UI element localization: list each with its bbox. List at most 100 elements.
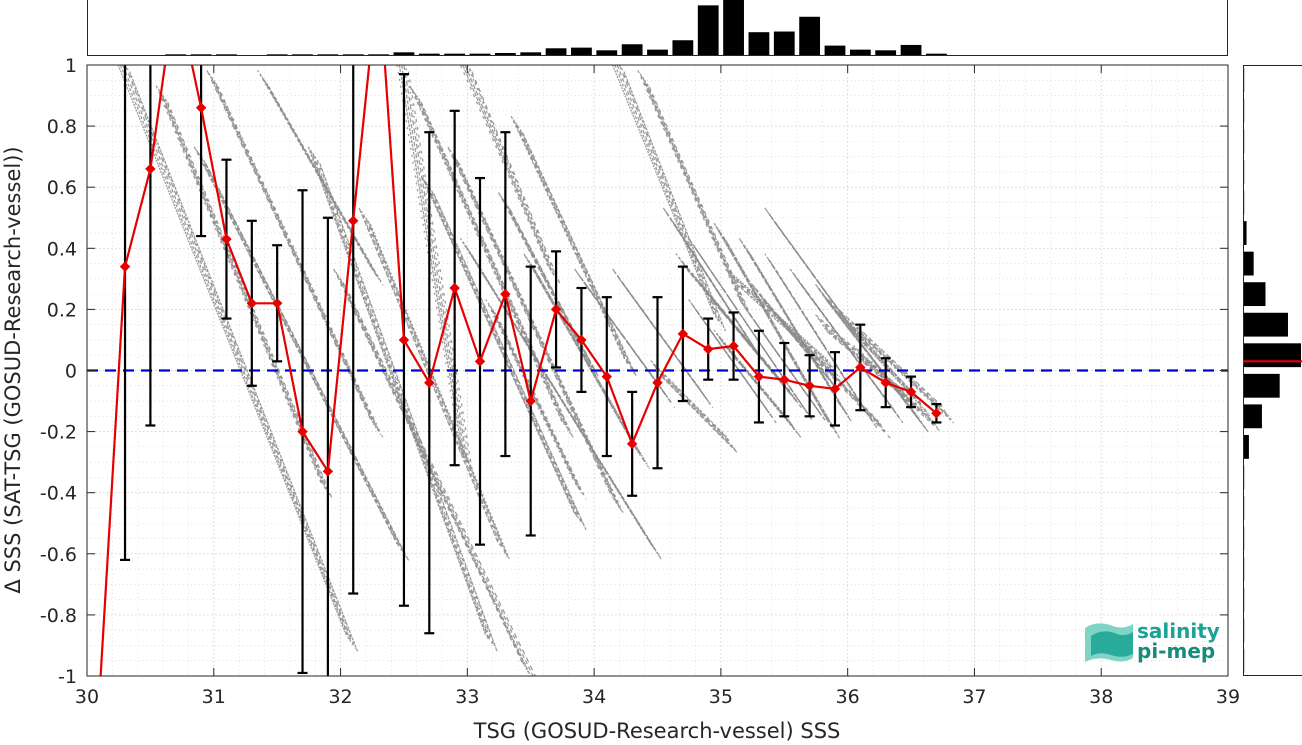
- scatter-point: [832, 305, 948, 414]
- x-tick-label: 38: [1089, 686, 1113, 708]
- scatter-point: [314, 156, 494, 646]
- scatter-point: [416, 95, 570, 432]
- scatter-point: [471, 71, 562, 286]
- scatter-point: [122, 64, 352, 643]
- mean-marker: [221, 233, 232, 245]
- scatter-point: [430, 190, 585, 527]
- x-tick-label: 31: [202, 686, 226, 708]
- scatter-point: [160, 92, 327, 490]
- x-histogram-bar: [748, 32, 770, 55]
- scatter-point: [462, 64, 553, 273]
- scatter-point: [733, 278, 836, 371]
- scatter-point: [496, 315, 587, 500]
- y-histogram-bar: [1243, 373, 1280, 398]
- x-tick-label: 37: [962, 686, 986, 708]
- scatter-point: [456, 159, 623, 512]
- scatter-point: [451, 153, 618, 505]
- logo-line-1: salinity: [1137, 619, 1220, 643]
- scatter-point: [522, 132, 638, 378]
- top-x-histogram: [89, 0, 947, 56]
- scatter-point: [418, 98, 572, 436]
- scatter-point: [424, 180, 578, 517]
- scatter-point: [206, 70, 373, 422]
- x-histogram-bar: [342, 54, 364, 56]
- scatter-point: [855, 348, 933, 420]
- x-histogram-bar: [418, 53, 440, 55]
- y-tick-label: -0.8: [40, 605, 77, 627]
- x-histogram-bar: [697, 5, 719, 56]
- scatter-point: [124, 64, 354, 646]
- y-histogram-bar: [1243, 282, 1266, 307]
- scatter-point: [405, 68, 471, 466]
- scatter-point: [215, 83, 382, 436]
- x-tick-label: 36: [836, 686, 860, 708]
- x-histogram-bar: [596, 50, 618, 55]
- x-tick-label: 32: [328, 686, 352, 708]
- scatter-point: [728, 271, 831, 365]
- scatter-point: [750, 254, 853, 424]
- scatter-point: [358, 207, 500, 545]
- scatter-point: [616, 64, 720, 322]
- mean-marker: [855, 362, 866, 373]
- scatter-point: [342, 281, 534, 677]
- x-histogram-bar: [317, 54, 339, 56]
- scatter-point: [798, 281, 902, 421]
- scatter-point: [849, 327, 927, 411]
- mean-marker: [829, 383, 841, 395]
- x-histogram-bar: [900, 44, 922, 55]
- x-histogram-bar: [292, 54, 313, 56]
- x-histogram-bar: [672, 40, 694, 55]
- scatter-point: [612, 64, 715, 316]
- scatter-point: [459, 64, 550, 270]
- scatter-point: [398, 64, 464, 456]
- scatter-point: [614, 64, 717, 319]
- scatter-point: [641, 76, 745, 307]
- y-tick-label: 0.2: [47, 299, 77, 321]
- y-tick-label: 0.4: [47, 238, 77, 260]
- x-tick-label: 30: [75, 686, 99, 708]
- scatter-point: [344, 285, 536, 677]
- scatter-point: [310, 149, 489, 640]
- scatter-point: [512, 119, 629, 365]
- mean-marker: [348, 215, 359, 227]
- mean-marker: [601, 371, 612, 382]
- scatter-point: [413, 91, 568, 429]
- x-axis-label: TSG (GOSUD-Research-vessel) SSS: [473, 719, 841, 743]
- scatter-point: [367, 220, 509, 558]
- scatter-point: [844, 320, 922, 405]
- scatter-point: [205, 162, 410, 561]
- scatter-point: [646, 83, 750, 313]
- mean-marker: [500, 288, 511, 300]
- scatter-point: [319, 163, 498, 653]
- scatter-point: [369, 224, 511, 561]
- scatter-point: [312, 153, 492, 643]
- scatter-point: [834, 308, 950, 417]
- scatter-point: [824, 327, 914, 405]
- scatter-point: [580, 278, 671, 402]
- scatter-point: [751, 283, 829, 377]
- y-tick-label: -1: [58, 666, 77, 688]
- scatter-point: [421, 177, 576, 514]
- mean-marker: [677, 328, 689, 340]
- scatter-point: [623, 71, 727, 332]
- mean-marker: [728, 340, 739, 352]
- mean-marker: [804, 380, 815, 391]
- x-histogram-bar: [773, 31, 795, 55]
- scatter-point: [618, 64, 722, 325]
- scatter-point: [644, 80, 747, 310]
- y-tick-label: -0.2: [40, 422, 77, 444]
- mean-marker: [703, 343, 714, 355]
- scatter-point: [756, 290, 834, 383]
- scatter-point: [623, 285, 714, 409]
- mean-marker: [246, 298, 258, 309]
- x-histogram-bar: [190, 54, 212, 56]
- right-y-histogram: [1243, 68, 1301, 673]
- scatter-point: [699, 254, 815, 424]
- scatter-point: [750, 315, 828, 424]
- scatter-point: [485, 299, 576, 484]
- scatter-point: [454, 156, 621, 509]
- x-tick-label: 39: [1216, 686, 1240, 708]
- scatter-point: [637, 70, 740, 300]
- mean-marker: [398, 334, 410, 346]
